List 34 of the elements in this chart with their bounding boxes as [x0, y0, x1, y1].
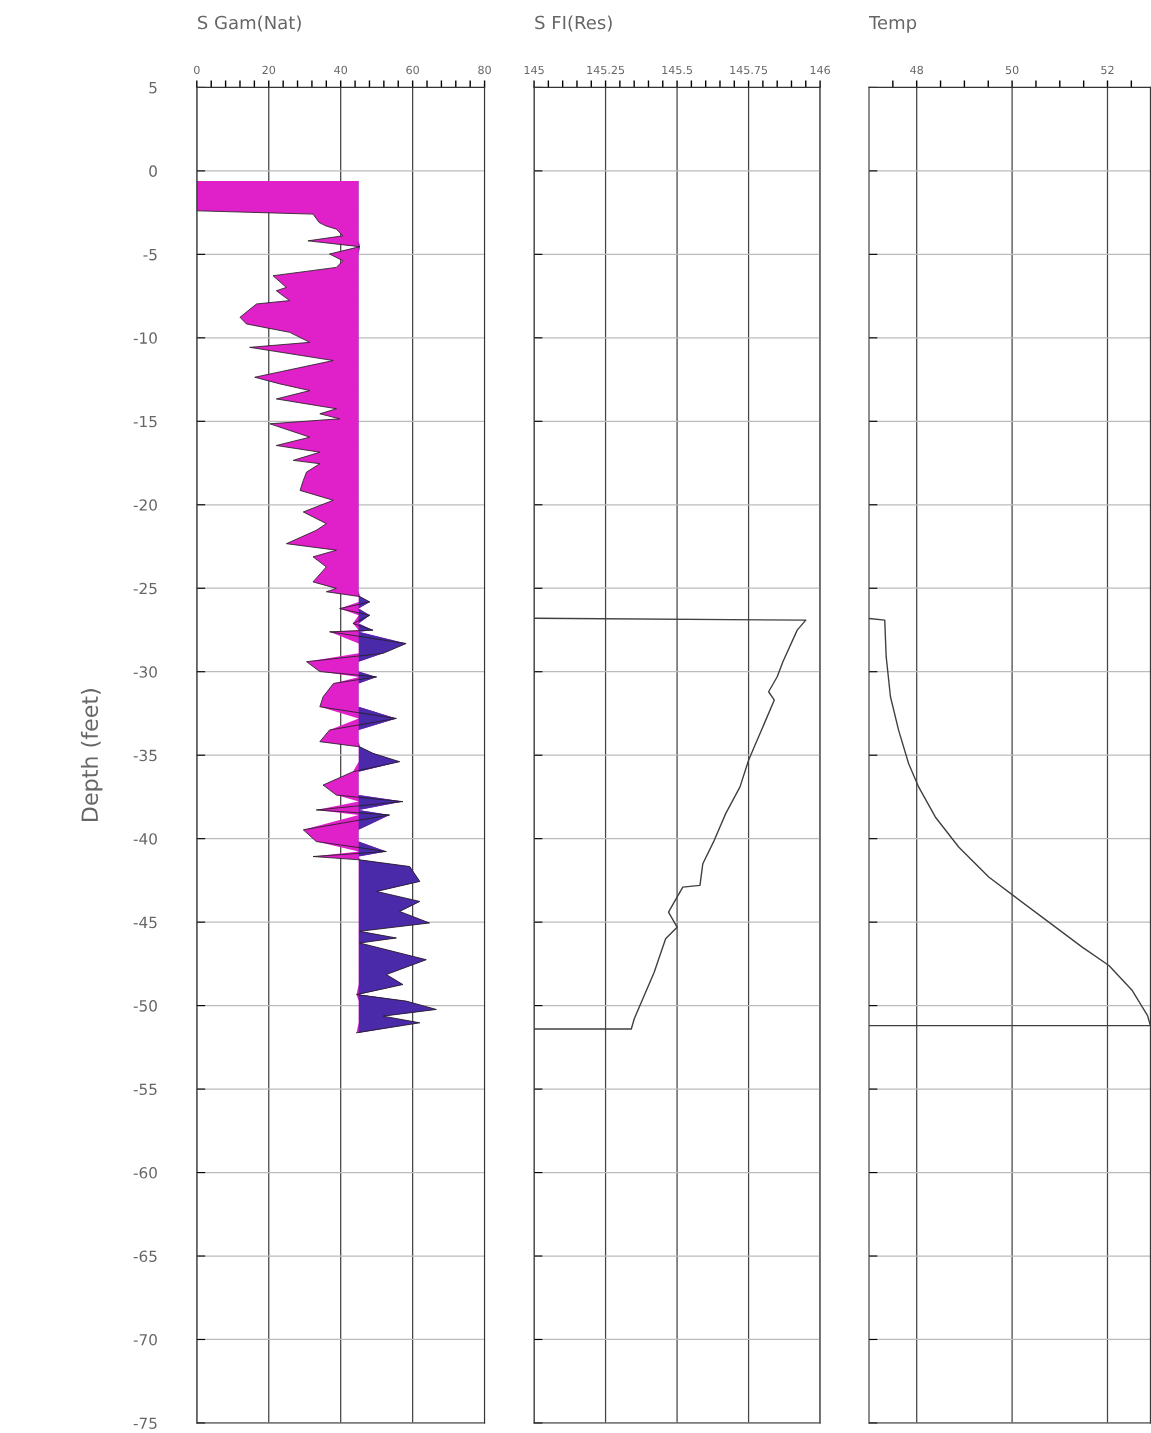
x-tick-label: 60: [406, 65, 419, 75]
y-axis-title: Depth (feet): [80, 689, 103, 821]
x-tick-label: 145.75: [730, 65, 768, 75]
y-tick-label: 0: [149, 165, 157, 177]
y-tick-label: -15: [133, 415, 157, 428]
y-tick-label: -55: [133, 1083, 157, 1096]
y-tick-label: -25: [133, 582, 157, 595]
x-tick-label: 80: [478, 65, 491, 75]
y-tick-label: -30: [133, 666, 157, 678]
x-tick-label: 146: [810, 65, 830, 75]
x-tick-label: 0: [194, 65, 200, 75]
y-tick-label: -70: [133, 1333, 157, 1346]
x-tick-label: 52: [1101, 65, 1114, 75]
x-tick-label: 145.5: [662, 65, 693, 75]
y-tick-label: -60: [133, 1167, 157, 1179]
y-tick-label: -45: [133, 916, 157, 929]
y-tick-label: -65: [133, 1250, 157, 1263]
y-tick-label: -35: [133, 749, 157, 762]
x-tick-label: 20: [262, 65, 276, 75]
chart-title: S Gam(Nat): [198, 15, 301, 32]
x-tick-label: 50: [1005, 65, 1019, 75]
chart-title: S FI(Res): [535, 15, 612, 32]
chart-title: Temp: [868, 15, 917, 33]
y-tick-label: -20: [133, 499, 157, 511]
y-tick-label: 5: [149, 82, 157, 94]
y-tick-label: -50: [133, 1000, 157, 1012]
x-tick-label: 40: [334, 65, 348, 75]
x-tick-label: 145.25: [587, 65, 625, 75]
y-tick-label: -10: [133, 332, 157, 344]
x-tick-label: 145: [524, 65, 544, 75]
x-tick-label: 48: [910, 65, 924, 75]
y-tick-label: -40: [133, 833, 157, 845]
y-tick-label: -5: [143, 249, 157, 261]
y-tick-label: -75: [133, 1417, 157, 1429]
